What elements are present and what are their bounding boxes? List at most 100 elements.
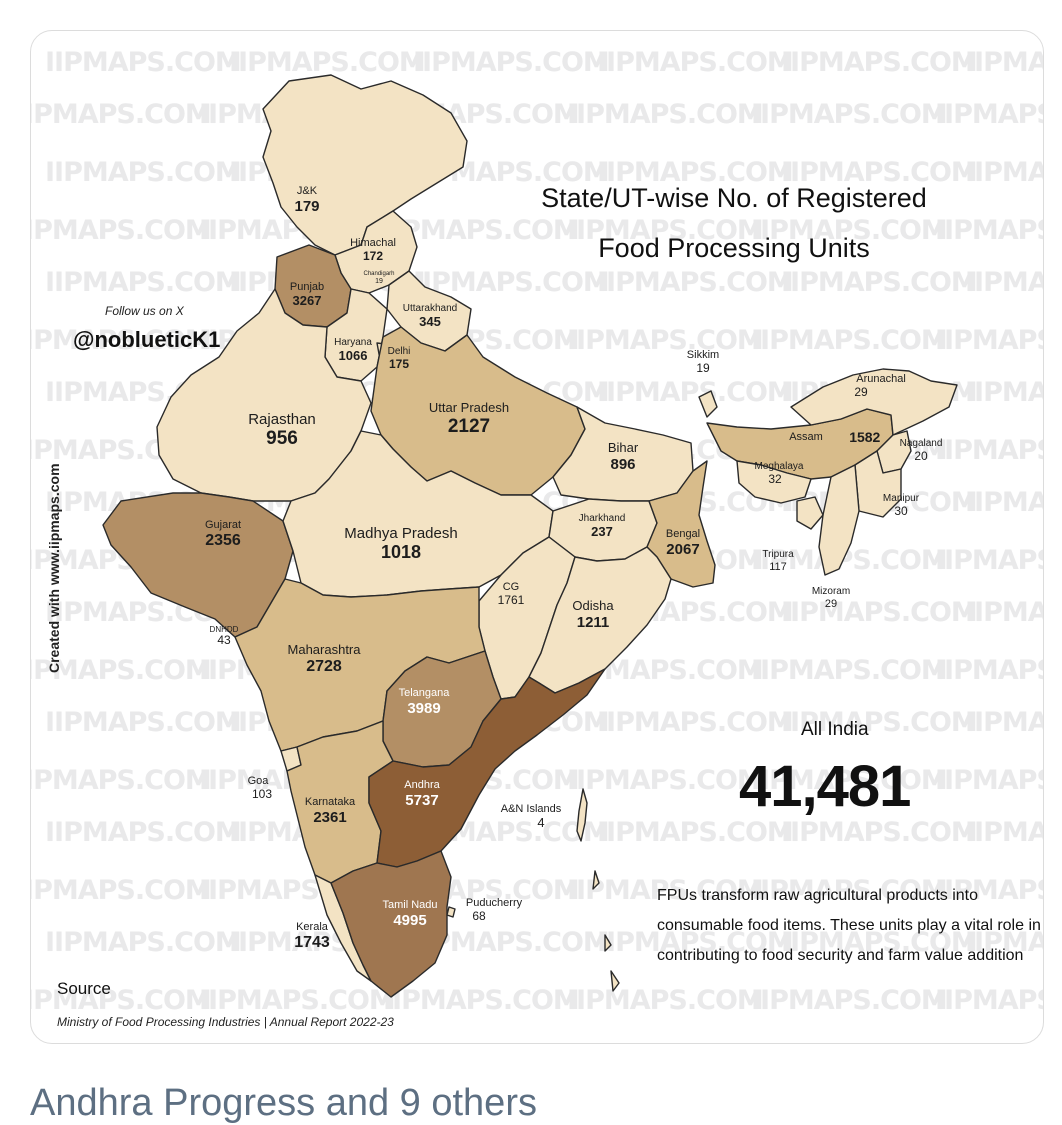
region-sikkim — [698, 390, 718, 418]
region-mizoram — [818, 464, 860, 576]
region-andaman — [576, 788, 588, 842]
watermark-text: IIPMAPS.COM — [567, 875, 764, 906]
watermark-text: IIPMAPS.COM — [781, 597, 978, 628]
watermark-text: IIPMAPS.COM — [30, 765, 212, 796]
label-bengal: Bengal 2067 — [665, 528, 701, 558]
watermark-text: IIPMAPS.COM — [935, 655, 1043, 686]
watermark-text: IIPMAPS.COM — [45, 927, 242, 958]
watermark-text: IIPMAPS.COM — [45, 817, 242, 848]
label-tn: Tamil Nadu 4995 — [382, 899, 438, 929]
watermark-text: IIPMAPS.COM — [383, 985, 580, 1016]
watermark-text: IIPMAPS.COM — [965, 707, 1044, 738]
watermark-text: IIPMAPS.COM — [781, 267, 978, 298]
india-map — [102, 74, 958, 998]
watermark-text: IIPMAPS.COM — [229, 47, 426, 78]
label-himachal: Himachal 172 — [350, 237, 396, 263]
label-delhi: Delhi 175 — [387, 346, 411, 371]
watermark-text: IIPMAPS.COM — [965, 597, 1044, 628]
watermark-text: IIPMAPS.COM — [30, 325, 212, 356]
label-up: Uttar Pradesh 2127 — [428, 400, 510, 437]
watermark-text: IIPMAPS.COM — [30, 215, 212, 246]
watermark-text: IIPMAPS.COM — [935, 435, 1043, 466]
label-punjab: Punjab 3267 — [289, 281, 325, 308]
region-bengal — [646, 460, 716, 588]
map-title: State/UT-wise No. of Registered Food Pro… — [499, 173, 969, 273]
label-andaman: A&N Islands 4 — [500, 803, 562, 830]
watermark-text: IIPMAPS.COM — [935, 545, 1043, 576]
all-india-value: 41,481 — [739, 754, 911, 819]
created-with-credit: Created with www.iipmaps.com — [46, 463, 62, 673]
watermark-text: IIPMAPS.COM — [30, 655, 212, 686]
label-arunachal: Arunachal 29 — [854, 373, 906, 399]
label-maharashtra: Maharashtra 2728 — [287, 642, 361, 675]
region-jk — [262, 74, 468, 256]
label-dnhdd: DNHDD 43 — [209, 625, 239, 648]
watermark-text: IIPMAPS.COM — [751, 325, 948, 356]
watermark-text: IIPMAPS.COM — [45, 157, 242, 188]
watermark-text: IIPMAPS.COM — [935, 765, 1043, 796]
region-manipur — [854, 450, 902, 518]
label-andhra: Andhra 5737 — [404, 779, 440, 809]
watermark-text: IIPMAPS.COM — [597, 377, 794, 408]
watermark-text: IIPMAPS.COM — [781, 927, 978, 958]
watermark-text: IIPMAPS.COM — [751, 765, 948, 796]
region-arunachal — [790, 368, 958, 436]
title-line-2: Food Processing Units — [598, 233, 870, 263]
region-nicobar-1 — [592, 870, 600, 890]
label-bihar: Bihar 896 — [607, 440, 639, 473]
watermark-text: IIPMAPS.COM — [751, 215, 948, 246]
label-uttarakhand: Uttarakhand 345 — [402, 303, 458, 329]
watermark-text: IIPMAPS.COM — [781, 817, 978, 848]
watermark-text: IIPMAPS.COM — [597, 707, 794, 738]
watermark-text: IIPMAPS.COM — [965, 377, 1044, 408]
label-kerala: Kerala 1743 — [294, 921, 330, 951]
watermark-text: IIPMAPS.COM — [965, 487, 1044, 518]
watermark-text: IIPMAPS.COM — [965, 47, 1044, 78]
map-card[interactable]: IIPMAPS.COM IIPMAPS.COM IIPMAPS.COM IIPMAPS… — [30, 30, 1044, 1044]
watermark-text: IIPMAPS.COM — [781, 157, 978, 188]
label-jharkhand: Jharkhand 237 — [578, 513, 626, 539]
label-assam: Assam 1582 — [789, 429, 881, 445]
source-detail: Ministry of Food Processing Industries |… — [57, 1015, 394, 1029]
label-nagaland: Nagaland 20 — [899, 438, 943, 463]
watermark-text: IIPMAPS.COM — [965, 927, 1044, 958]
watermark-text: IIPMAPS.COM — [935, 875, 1043, 906]
all-india-label: All India — [801, 719, 869, 740]
watermark-text: IIPMAPS.COM — [199, 985, 396, 1016]
watermark-text: IIPMAPS.COM — [413, 47, 610, 78]
watermark-text: IIPMAPS.COM — [30, 985, 212, 1016]
watermark-text: IIPMAPS.COM — [597, 267, 794, 298]
x-handle[interactable]: @noblueticK1 — [73, 327, 221, 352]
watermark-text: IIPMAPS.COM — [965, 817, 1044, 848]
region-nicobar-2 — [604, 934, 612, 952]
watermark-text: IIPMAPS.COM — [781, 707, 978, 738]
label-mizoram: Mizoram 29 — [811, 586, 851, 610]
watermark-text: IIPMAPS.COM — [781, 47, 978, 78]
watermark-text: IIPMAPS.COM — [567, 215, 764, 246]
region-puducherry — [446, 906, 456, 918]
label-tripura: Tripura 117 — [762, 549, 794, 573]
description-text: FPUs transform raw agricultural products… — [657, 887, 1041, 964]
watermark-text: IIPMAPS.COM — [965, 267, 1044, 298]
label-mp: Madhya Pradesh 1018 — [344, 525, 458, 563]
label-gujarat: Gujarat 2356 — [204, 519, 242, 549]
liked-by-text[interactable]: Andhra Progress and 9 others — [30, 1082, 537, 1124]
watermark-text: IIPMAPS.COM — [597, 927, 794, 958]
watermark-text: IIPMAPS.COM — [45, 267, 242, 298]
label-odisha: Odisha 1211 — [572, 598, 614, 631]
label-jk: J&K 179 — [294, 185, 320, 215]
label-goa: Goa 103 — [247, 775, 273, 801]
label-chandigarh: Chandigarh 19 — [363, 271, 395, 285]
label-puducherry: Puducherry 68 — [465, 897, 523, 923]
watermark-text: IIPMAPS.COM — [413, 267, 610, 298]
watermark-text: IIPMAPS.COM — [30, 875, 212, 906]
watermark-text: IIPMAPS.COM — [567, 765, 764, 796]
label-sikkim: Sikkim 19 — [686, 349, 720, 375]
watermark-text: IIPMAPS.COM — [935, 99, 1043, 130]
region-meghalaya — [736, 460, 812, 504]
watermark-text: IIPMAPS.COM — [935, 215, 1043, 246]
watermark-text: IIPMAPS.COM — [597, 157, 794, 188]
watermark-text: IIPMAPS.COM — [597, 817, 794, 848]
label-meghalaya: Meghalaya 32 — [754, 461, 804, 486]
watermark-text: IIPMAPS.COM — [751, 545, 948, 576]
